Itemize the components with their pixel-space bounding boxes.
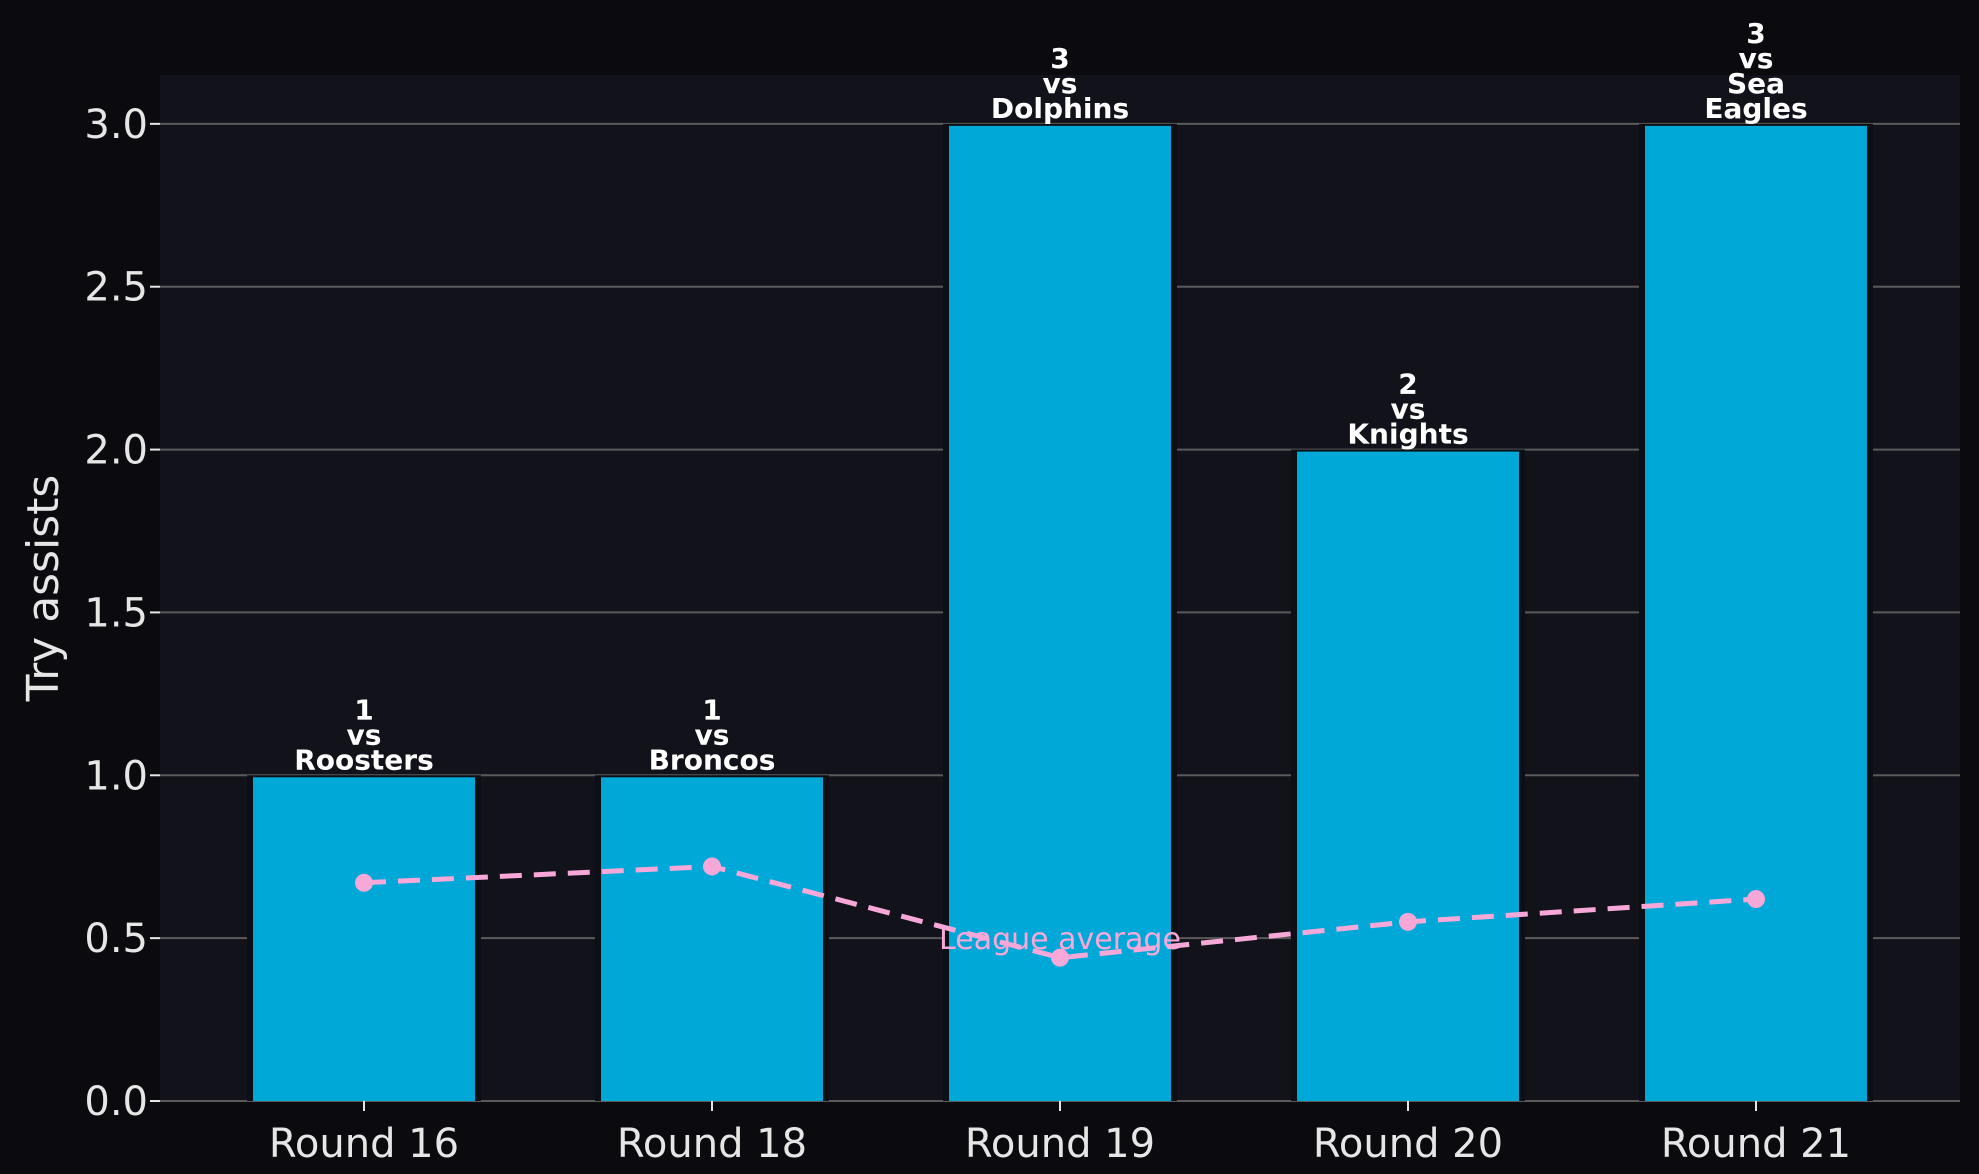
average-point [1747, 890, 1765, 909]
y-tick-label: 0.5 [84, 916, 148, 962]
y-tick-label: 2.0 [84, 428, 148, 474]
x-tick-label: Round 21 [1661, 1121, 1851, 1167]
x-tick-label: Round 16 [269, 1121, 459, 1167]
y-tick-label: 1.5 [84, 590, 148, 636]
bar-label: Dolphins [991, 92, 1129, 125]
average-point [355, 873, 373, 892]
bar-label: 2 [1398, 368, 1417, 401]
bar-label: vs [1043, 67, 1078, 100]
bar-label: Broncos [649, 743, 776, 776]
bar [1297, 451, 1519, 1102]
y-tick-label: 3.0 [84, 102, 148, 148]
bar-label: Sea [1727, 67, 1785, 100]
bar-label: Knights [1347, 418, 1468, 451]
bar-label: Roosters [294, 743, 434, 776]
average-point [1051, 948, 1069, 967]
bar-label: vs [1739, 42, 1774, 75]
y-tick-label: 2.5 [84, 265, 148, 311]
bar [253, 777, 475, 1101]
x-tick-label: Round 18 [617, 1121, 807, 1167]
average-point [1399, 912, 1417, 931]
average-line [363, 863, 1757, 961]
average-point [703, 857, 721, 876]
axes: 0.0 0.5 1.0 1.5 2.0 2.5 3.0 Round 16 Round 18 Rou… [84, 102, 1851, 1167]
bar-label: 3 [1746, 17, 1765, 50]
y-axis-label: Try assists [18, 475, 69, 703]
x-tick-label: Round 20 [1313, 1121, 1503, 1167]
bar-labels: 1vsRoosters1vsBroncos3vsDolphins2vsKnigh… [294, 17, 1807, 776]
y-tick-label: 0.0 [84, 1079, 148, 1125]
bar-label: Eagles [1704, 92, 1807, 125]
x-tick-label: Round 19 [965, 1121, 1155, 1167]
league-average-line: League average [355, 857, 1765, 967]
bar-label: 1 [702, 693, 721, 726]
bar-label: vs [695, 718, 730, 751]
bar-label: vs [347, 718, 382, 751]
y-tick-label: 1.0 [84, 753, 148, 799]
bar-label: 1 [354, 693, 373, 726]
bar-label: vs [1391, 393, 1426, 426]
bar [1645, 125, 1867, 1102]
bar [601, 777, 823, 1101]
average-label: League average [939, 922, 1181, 957]
bar-label: 3 [1050, 42, 1069, 75]
